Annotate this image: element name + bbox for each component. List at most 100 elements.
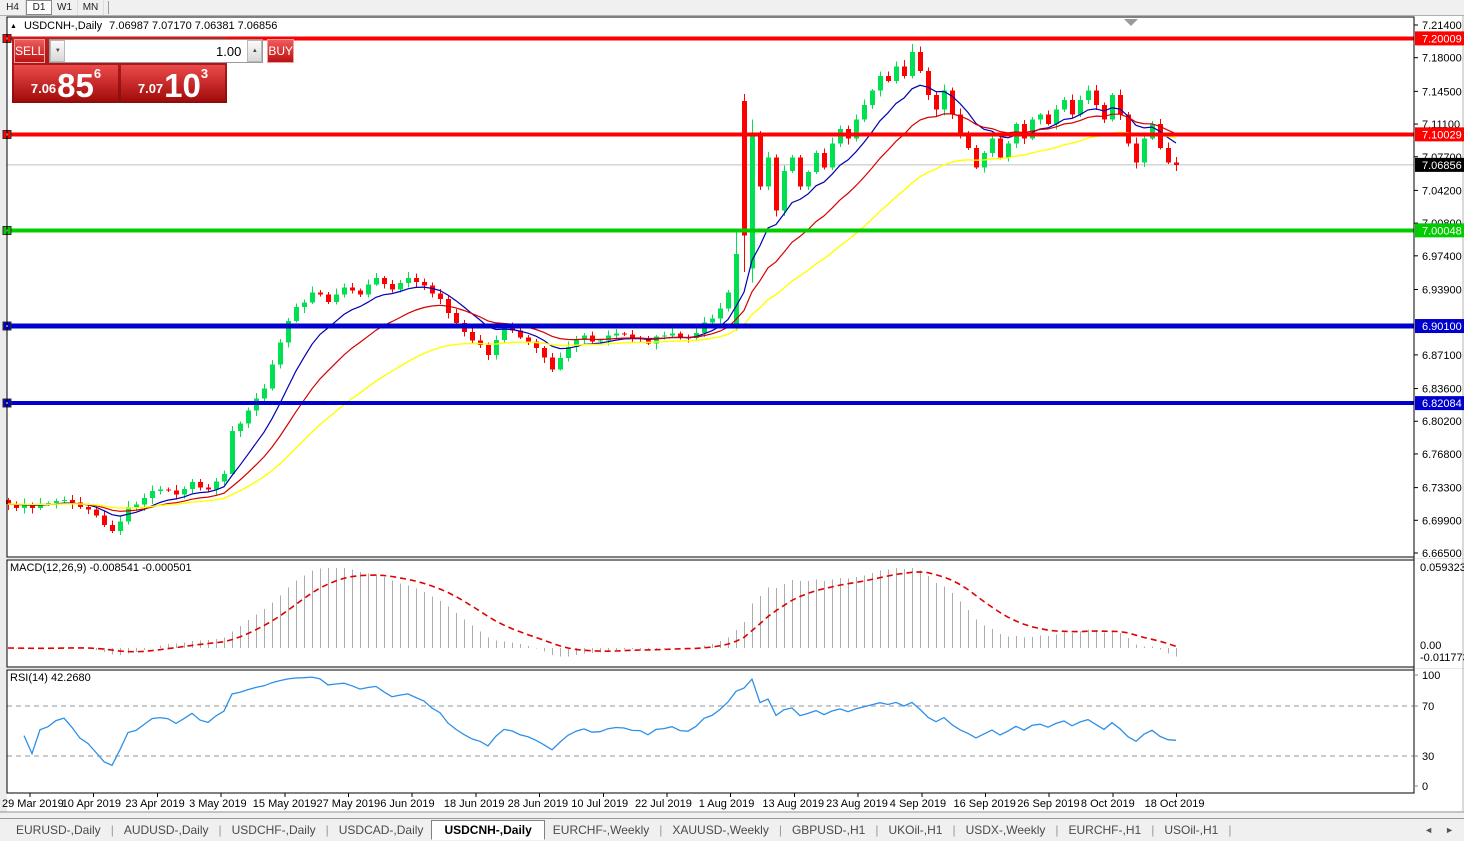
tab-scroll-left-icon[interactable]: ◄: [1424, 825, 1434, 835]
sell-price-point: 6: [93, 66, 102, 81]
volume-input[interactable]: [65, 40, 248, 62]
macd-indicator: [7, 568, 1177, 657]
svg-text:7.20009: 7.20009: [1422, 33, 1462, 45]
svg-text:23 Apr 2019: 23 Apr 2019: [125, 798, 184, 810]
tab-scroll-right-icon[interactable]: ►: [1445, 825, 1454, 835]
tab-xauusd-weekly[interactable]: XAUUSD-,Weekly: [672, 823, 769, 837]
chart-background: [0, 16, 1464, 813]
svg-text:70: 70: [1422, 701, 1434, 713]
svg-text:30: 30: [1422, 751, 1434, 763]
buy-price-figure: 7.07: [137, 81, 164, 96]
tab-separator: |: [1151, 823, 1155, 837]
svg-text:27 May 2019: 27 May 2019: [317, 798, 381, 810]
svg-text:0: 0: [1422, 781, 1428, 793]
horizontal-level-lines[interactable]: [2, 33, 1414, 408]
svg-text:18 Oct 2019: 18 Oct 2019: [1145, 798, 1205, 810]
tab-separator: |: [952, 823, 956, 837]
svg-text:100: 100: [1422, 670, 1440, 682]
volume-decrease-button[interactable]: ▼: [50, 40, 66, 62]
svg-text:6.83600: 6.83600: [1422, 384, 1462, 396]
volume-increase-button[interactable]: ▲: [247, 40, 263, 62]
tab-separator: |: [875, 823, 879, 837]
svg-text:10 Apr 2019: 10 Apr 2019: [62, 798, 121, 810]
svg-text:6.93900: 6.93900: [1422, 284, 1462, 296]
chart-window-title: ▲ USDCNH-,Daily 7.06987 7.07170 7.06381 …: [10, 20, 277, 32]
svg-text:8 Oct 2019: 8 Oct 2019: [1081, 798, 1135, 810]
svg-text:1 Aug 2019: 1 Aug 2019: [699, 798, 755, 810]
tab-usdchf-daily[interactable]: USDCHF-,Daily: [231, 823, 316, 837]
ohlc-values: 7.06987 7.07170 7.06381 7.06856: [109, 20, 278, 32]
down-arrow-icon: ▼: [54, 48, 61, 54]
timeframe-button-d1[interactable]: D1: [26, 0, 52, 15]
buy-button[interactable]: BUY: [267, 39, 295, 63]
tab-usoil-h1[interactable]: USOil-,H1: [1164, 823, 1219, 837]
tab-usdcnh-daily[interactable]: USDCNH-,Daily: [431, 820, 545, 840]
svg-text:7.14500: 7.14500: [1422, 86, 1462, 98]
tab-separator: |: [778, 823, 782, 837]
timeframe-label: MN: [82, 2, 99, 13]
svg-text:6.80200: 6.80200: [1422, 416, 1462, 428]
tab-eurchf-h1[interactable]: EURCHF-,H1: [1068, 823, 1142, 837]
tab-gbpusd-h1[interactable]: GBPUSD-,H1: [791, 823, 866, 837]
svg-text:23 Aug 2019: 23 Aug 2019: [826, 798, 888, 810]
chart-area[interactable]: 7.214007.180007.145007.111007.077007.042…: [0, 16, 1464, 813]
timeframe-button-w1[interactable]: W1: [52, 0, 78, 15]
tab-separator: |: [218, 823, 222, 837]
timeframe-button-h4[interactable]: H4: [0, 0, 26, 15]
tab-eurusd-daily[interactable]: EURUSD-,Daily: [16, 823, 101, 837]
buy-price-point: 3: [200, 66, 209, 81]
timeframe-label: H4: [6, 2, 19, 13]
svg-text:6.90100: 6.90100: [1422, 321, 1462, 333]
buy-price-display[interactable]: 7.07 10 3: [121, 65, 225, 102]
tab-audusd-daily[interactable]: AUDUSD-,Daily: [123, 823, 209, 837]
svg-text:6.73300: 6.73300: [1422, 483, 1462, 495]
svg-text:28 Jun 2019: 28 Jun 2019: [508, 798, 569, 810]
sell-price-display[interactable]: 7.06 85 6: [14, 65, 118, 104]
rsi-label: RSI(14) 42.2680: [10, 672, 91, 684]
sell-price-figure: 7.06: [30, 81, 57, 96]
panel-frames: [0, 16, 1464, 813]
tab-separator: |: [325, 823, 329, 837]
tab-usdx-weekly[interactable]: USDX-,Weekly: [965, 823, 1046, 837]
svg-text:7.00048: 7.00048: [1422, 225, 1462, 237]
svg-text:7.06856: 7.06856: [1422, 160, 1462, 172]
timeframe-button-mn[interactable]: MN: [78, 0, 104, 15]
svg-text:6.82084: 6.82084: [1422, 398, 1462, 410]
svg-text:10 Jul 2019: 10 Jul 2019: [571, 798, 628, 810]
svg-text:6.66500: 6.66500: [1422, 548, 1462, 560]
svg-text:18 Jun 2019: 18 Jun 2019: [444, 798, 505, 810]
collapse-triangle-icon[interactable]: ▲: [10, 22, 17, 30]
symbol-period-label: USDCNH-,Daily: [23, 20, 103, 32]
price-axis[interactable]: 7.214007.180007.145007.111007.077007.042…: [1414, 20, 1464, 793]
volume-spinner: ▼ ▲: [49, 39, 264, 63]
svg-text:22 Jul 2019: 22 Jul 2019: [635, 798, 692, 810]
svg-text:7.18000: 7.18000: [1422, 53, 1462, 65]
timeframe-label: D1: [32, 2, 46, 13]
svg-text:0.00: 0.00: [1420, 640, 1441, 652]
svg-text:-0.011773: -0.011773: [1420, 652, 1464, 664]
up-arrow-icon: ▲: [251, 48, 258, 54]
sell-price-pips: 85: [57, 67, 94, 104]
sell-button[interactable]: SELL: [14, 39, 46, 63]
tab-separator: |: [1055, 823, 1059, 837]
chart-shift-marker-icon[interactable]: [1124, 19, 1138, 26]
one-click-trade-panel: SELL ▼ ▲ BUY 7.06 85 6 7.07 10 3: [12, 37, 295, 104]
tab-usdcad-daily[interactable]: USDCAD-,Daily: [338, 823, 424, 837]
macd-label: MACD(12,26,9) -0.008541 -0.000501: [10, 562, 192, 574]
timeframe-toolbar: H4 D1 W1 MN: [0, 0, 1464, 16]
timeframe-label: W1: [57, 2, 72, 13]
svg-text:6.76800: 6.76800: [1422, 449, 1462, 461]
rsi-indicator: [7, 676, 1414, 767]
svg-text:15 May 2019: 15 May 2019: [253, 798, 317, 810]
svg-text:7.10029: 7.10029: [1422, 129, 1462, 141]
svg-text:13 Aug 2019: 13 Aug 2019: [762, 798, 824, 810]
svg-text:26 Sep 2019: 26 Sep 2019: [1017, 798, 1079, 810]
svg-text:4 Sep 2019: 4 Sep 2019: [890, 798, 946, 810]
svg-text:6.97400: 6.97400: [1422, 251, 1462, 263]
tab-ukoil-h1[interactable]: UKOil-,H1: [888, 823, 943, 837]
toolbar-separator: [108, 1, 109, 14]
moving-average-lines: [7, 84, 1177, 517]
tab-eurchf-weekly[interactable]: EURCHF-,Weekly: [552, 823, 650, 837]
svg-text:6.69900: 6.69900: [1422, 515, 1462, 527]
